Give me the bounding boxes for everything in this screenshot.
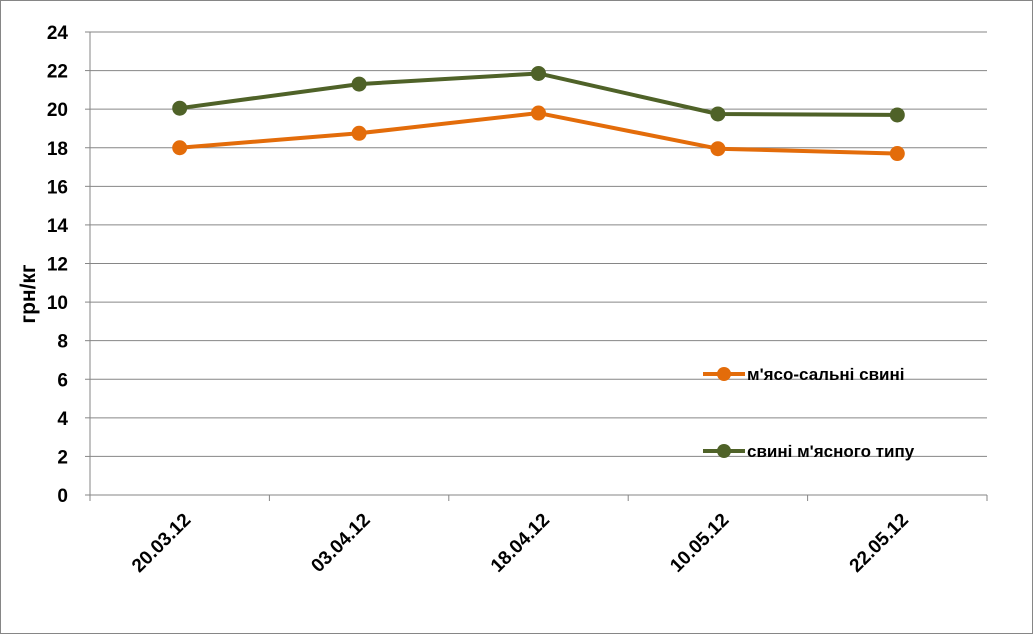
data-point	[351, 125, 367, 141]
legend: м'ясо-сальні свині свині м'ясного типу	[703, 365, 915, 461]
y-tick-label: 18	[47, 139, 68, 160]
data-point	[889, 146, 905, 162]
x-tick-label: 03.04.12	[307, 510, 374, 577]
data-point	[889, 107, 905, 123]
x-axis-ticks: 20.03.12 03.04.12 18.04.12 10.05.12 22.05.12	[89, 495, 988, 577]
series-2	[172, 65, 905, 123]
data-point	[172, 100, 188, 116]
legend-label: м'ясо-сальні свині	[747, 365, 904, 384]
y-axis-label: грн/кг	[17, 264, 40, 324]
legend-swatch-marker	[717, 367, 731, 381]
data-point	[351, 76, 367, 92]
y-tick-label: 14	[47, 216, 69, 237]
series-1	[172, 105, 905, 162]
legend-label: свині м'ясного типу	[747, 442, 915, 461]
legend-item-1: м'ясо-сальні свині	[703, 365, 904, 384]
y-tick-label: 20	[47, 100, 68, 121]
x-tick-label: 10.05.12	[666, 510, 733, 577]
legend-swatch-marker	[717, 444, 731, 458]
x-tick-label: 20.03.12	[128, 510, 195, 577]
data-point	[531, 65, 546, 81]
x-tick-label: 22.05.12	[846, 510, 913, 577]
gridlines	[90, 31, 987, 457]
legend-item-2: свині м'ясного типу	[703, 442, 915, 461]
y-tick-label: 24	[47, 23, 69, 44]
data-point	[710, 141, 726, 157]
y-tick-label: 0	[57, 486, 68, 507]
data-point	[531, 105, 546, 121]
y-tick-label: 10	[47, 293, 68, 314]
y-tick-label: 6	[57, 370, 68, 391]
x-tick-label: 18.04.12	[487, 510, 554, 577]
series-group	[172, 65, 905, 162]
data-point	[710, 106, 726, 122]
y-tick-label: 8	[57, 332, 68, 353]
y-tick-label: 4	[57, 409, 68, 430]
data-point	[172, 140, 188, 156]
y-tick-label: 16	[47, 177, 68, 198]
y-tick-label: 2	[57, 447, 68, 468]
y-tick-label: 12	[47, 255, 68, 276]
y-tick-label: 22	[47, 62, 68, 83]
